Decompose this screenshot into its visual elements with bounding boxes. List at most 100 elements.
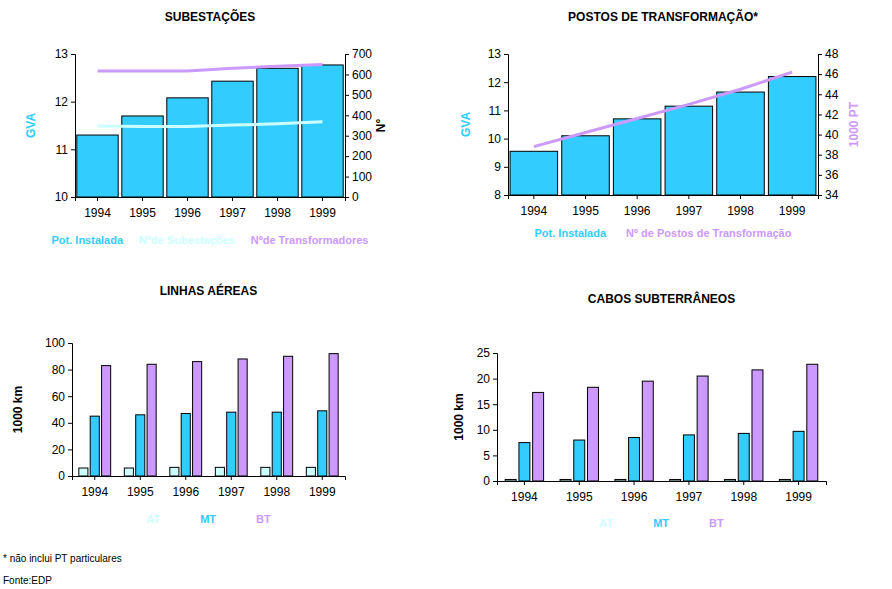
y-tick: 20 (477, 372, 497, 386)
y2-tick-mark (345, 54, 349, 55)
y2-tick-mark (345, 156, 349, 157)
x-tick: 1999 (309, 197, 336, 220)
chart: 0510152025199419951996199719981999CABOS … (452, 291, 827, 529)
x-tick-label: 1997 (676, 490, 703, 504)
y-tick-label: 13 (55, 47, 69, 61)
figure: 1011121301002003004005006007001994199519… (0, 0, 892, 589)
bar (738, 433, 749, 481)
y-tick-mark (504, 139, 508, 140)
x-tick-label: 1997 (675, 204, 702, 218)
bar (318, 411, 327, 476)
y2-tick-mark (345, 95, 349, 96)
y-tick-label: 20 (477, 372, 491, 386)
bar (147, 364, 156, 476)
y-tick: 40 (52, 416, 72, 430)
y-tick: 9 (494, 160, 508, 174)
x-tick-label: 1994 (81, 485, 108, 499)
y2-tick-label: 100 (352, 170, 372, 184)
y2-tick-mark (818, 74, 822, 75)
x-tick: 1999 (779, 195, 806, 218)
x-tick-mark (185, 476, 186, 480)
x-axis-line (73, 477, 346, 481)
x-tick-mark (740, 195, 741, 199)
y2-tick-label: 40 (825, 128, 839, 142)
y-axis-title: GVA (459, 112, 473, 137)
y-tick-mark (493, 353, 497, 354)
bar (302, 65, 343, 197)
legend-entry: Pot. Instalada (535, 227, 607, 239)
y2-tick-mark (345, 177, 349, 178)
chart: 020406080100199419951996199719981999LINH… (11, 283, 346, 525)
bar (562, 136, 610, 195)
x-tick-label: 1999 (309, 206, 336, 220)
y-tick-mark (504, 82, 508, 83)
y-tick-label: 10 (488, 132, 502, 146)
x-tick: 1995 (572, 195, 599, 218)
y2-tick: 46 (818, 67, 839, 81)
x-axis-line (498, 482, 827, 486)
x-tick-mark (232, 197, 233, 201)
y2-axis-line (819, 55, 823, 196)
y-tick-mark (493, 404, 497, 405)
y-axis-line (68, 344, 73, 477)
x-tick: 1999 (309, 476, 336, 499)
y-tick-label: 25 (477, 346, 491, 360)
y-axis: 0510152025 (477, 346, 498, 488)
x-tick: 1998 (730, 481, 757, 504)
chart-title: CABOS SUBTERRÂNEOS (588, 291, 735, 306)
bar-series (102, 354, 339, 476)
y2-tick-mark (345, 74, 349, 75)
x-tick-mark (277, 197, 278, 201)
y-axis-line (493, 354, 498, 482)
y2-tick: 100 (345, 170, 372, 184)
x-tick-label: 1996 (172, 485, 199, 499)
y-tick: 12 (55, 95, 75, 109)
x-tick-label: 1996 (174, 206, 201, 220)
x-tick-mark (524, 481, 525, 485)
x-tick-label: 1994 (84, 206, 111, 220)
y2-axis-title: N° (374, 119, 388, 133)
chart: 1011121301002003004005006007001994199519… (24, 9, 388, 246)
bar (613, 119, 661, 195)
bar (124, 468, 133, 476)
footnote: * não inclui PT particulares (3, 553, 122, 564)
y-tick-label: 10 (55, 190, 69, 204)
x-tick-mark (187, 197, 188, 201)
y-tick-label: 40 (52, 416, 66, 430)
bar (167, 98, 208, 197)
y2-axis-title: 1000 PT (847, 101, 861, 147)
y-tick-mark (493, 379, 497, 380)
y2-tick-label: 600 (352, 68, 372, 82)
y2-tick-mark (818, 175, 822, 176)
bar (272, 412, 281, 476)
y-tick-mark (68, 343, 72, 344)
y2-tick: 700 (345, 47, 372, 61)
x-tick-label: 1998 (730, 490, 757, 504)
x-tick: 1996 (624, 195, 651, 218)
x-tick-mark (634, 481, 635, 485)
bar (505, 479, 516, 481)
y2-tick-label: 700 (352, 47, 372, 61)
y-tick-mark (68, 449, 72, 450)
y2-tick-mark (818, 114, 822, 115)
y-tick-label: 8 (494, 188, 501, 202)
y-tick-mark (504, 195, 508, 196)
legend-entry: BT (709, 517, 724, 529)
y-tick-label: 60 (52, 390, 66, 404)
line (98, 65, 323, 71)
y-tick-label: 9 (494, 160, 501, 174)
x-tick: 1998 (727, 195, 754, 218)
y-tick: 10 (55, 190, 75, 204)
x-tick: 1997 (675, 195, 702, 218)
x-tick-mark (231, 476, 232, 480)
x-tick-label: 1996 (621, 490, 648, 504)
y-tick: 5 (483, 449, 497, 463)
y2-tick: 400 (345, 109, 372, 123)
y2-tick-mark (345, 115, 349, 116)
y-tick: 100 (45, 336, 72, 350)
x-tick-label: 1995 (129, 206, 156, 220)
bar (725, 479, 736, 481)
y-tick-mark (68, 396, 72, 397)
x-tick: 1998 (263, 476, 290, 499)
bar (629, 437, 640, 481)
